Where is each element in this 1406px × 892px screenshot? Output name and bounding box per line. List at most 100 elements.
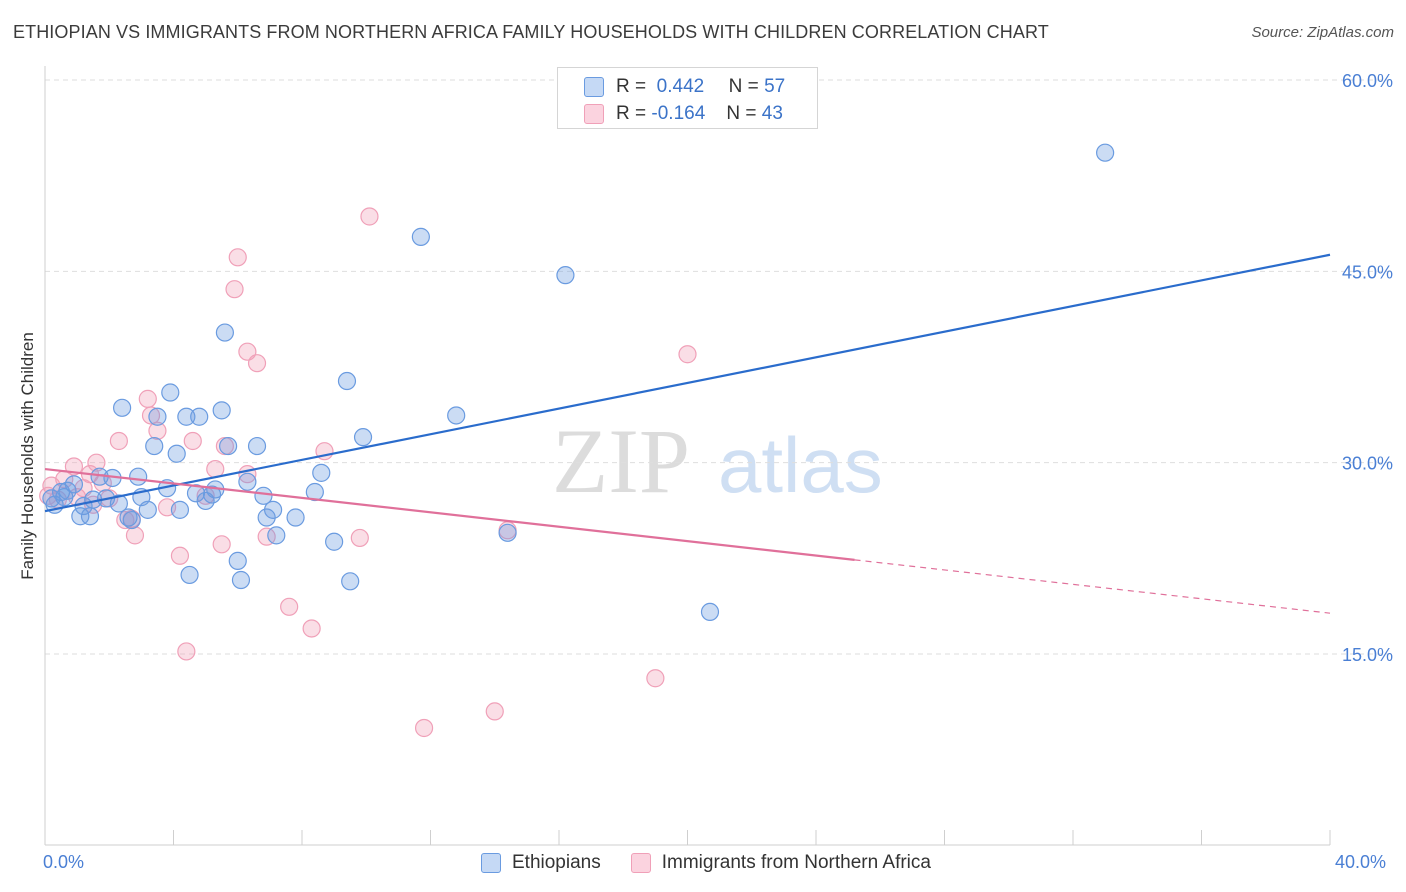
ethiopians-point xyxy=(167,444,186,463)
ethiopians-point xyxy=(112,398,132,417)
ethiopians-point xyxy=(190,407,209,426)
immigrants-point xyxy=(138,389,157,408)
axes xyxy=(44,66,1331,846)
ethiopians-point xyxy=(247,436,267,456)
legend-label-ethiopians: Ethiopians xyxy=(512,852,601,873)
y-tick-label: 15.0% xyxy=(1342,645,1393,665)
ethiopians-point xyxy=(231,570,251,590)
legend-swatch-blue xyxy=(584,77,604,97)
immigrants-point xyxy=(280,597,299,616)
stats-legend: R = 0.442 N = 57 R = -0.164 N = 43 xyxy=(557,67,818,129)
legend-label-immigrants: Immigrants from Northern Africa xyxy=(661,852,931,873)
ethiopians-point xyxy=(129,467,148,486)
ethiopians-point xyxy=(180,565,199,585)
legend-r-value: 0.442 xyxy=(656,76,705,97)
ethiopians-point xyxy=(119,508,138,527)
ethiopians-point xyxy=(122,510,141,530)
ethiopians-point xyxy=(215,323,234,342)
ethiopians-point xyxy=(312,463,331,482)
ethiopians-point xyxy=(80,507,100,526)
immigrants-point xyxy=(257,527,276,546)
y-tick-labels: 15.0% 30.0% 45.0% 60.0% xyxy=(1342,71,1393,665)
ethiopians-point xyxy=(325,532,344,551)
immigrants-point xyxy=(109,431,128,451)
ethiopians-point xyxy=(161,383,180,402)
ethiopians-point xyxy=(337,371,357,391)
y-tick-label: 60.0% xyxy=(1342,71,1393,91)
ethiopians-point xyxy=(1096,143,1115,162)
ethiopians-trend-line xyxy=(44,253,1331,513)
x-tick-label-max: 40.0% xyxy=(1335,852,1387,872)
immigrants-point xyxy=(87,453,106,472)
immigrants-point xyxy=(183,431,202,451)
immigrants-point xyxy=(170,546,190,565)
legend-swatch-immigrants xyxy=(630,853,651,873)
legend-n-label: N = xyxy=(728,76,759,97)
legend-r-label: R = xyxy=(616,76,647,97)
ethiopians-point xyxy=(177,407,196,426)
legend-n-value: 57 xyxy=(764,76,786,97)
ethiopians-point xyxy=(267,526,286,545)
immigrants-trend-line xyxy=(44,467,855,561)
immigrants-point xyxy=(646,669,665,688)
ethiopians-point xyxy=(71,507,90,526)
immigrants-point xyxy=(350,528,369,548)
ethiopians-point xyxy=(170,500,190,519)
legend-row-immigrants: R = -0.164 N = 43 xyxy=(584,102,783,126)
immigrants-point xyxy=(148,421,167,440)
immigrants-point xyxy=(212,535,231,554)
source-label: Source: ZipAtlas.com xyxy=(1251,24,1394,41)
legend-swatch-ethiopians xyxy=(481,853,501,873)
trend-lines xyxy=(44,253,1331,614)
immigrants-point xyxy=(302,619,321,638)
chart-title: ETHIOPIAN VS IMMIGRANTS FROM NORTHERN AF… xyxy=(13,22,1049,42)
gridlines xyxy=(45,79,1394,655)
immigrants-point xyxy=(360,207,379,226)
immigrants-point xyxy=(225,280,244,299)
ethiopians-point xyxy=(64,475,84,494)
ethiopians-point xyxy=(228,551,247,570)
legend-item-immigrants: Immigrants from Northern Africa xyxy=(630,852,931,874)
x-tick-label-min: 0.0% xyxy=(43,852,85,872)
ethiopians-point xyxy=(202,485,222,504)
ethiopians-point xyxy=(148,407,167,426)
ethiopians-point xyxy=(109,494,128,513)
series-ethiopians-points xyxy=(42,143,1115,622)
immigrants-point xyxy=(678,345,697,364)
ethiopians-point xyxy=(138,500,157,519)
ethiopians-point xyxy=(212,401,231,420)
immigrants-point xyxy=(485,702,504,721)
ethiopians-point xyxy=(219,436,238,456)
ethiopians-point xyxy=(145,436,164,456)
immigrants-trend-line-extension xyxy=(854,559,1331,614)
immigrants-point xyxy=(228,248,247,267)
watermark-atlas: atlas xyxy=(718,421,883,509)
immigrants-point xyxy=(116,510,135,530)
ethiopians-point xyxy=(186,484,206,503)
immigrants-point xyxy=(125,526,145,545)
legend-r-value: -0.164 xyxy=(651,103,706,124)
ethiopians-point xyxy=(353,428,373,447)
ethiopians-point xyxy=(263,500,283,519)
ethiopians-point xyxy=(286,508,305,527)
immigrants-point xyxy=(414,718,434,738)
immigrants-point xyxy=(177,642,196,661)
ethiopians-point xyxy=(305,482,324,502)
y-tick-label: 30.0% xyxy=(1342,454,1393,474)
series-legend: Ethiopians Immigrants from Northern Afri… xyxy=(481,852,961,874)
ethiopians-point xyxy=(498,523,517,542)
legend-r-label: R = xyxy=(616,103,647,124)
ethiopians-point xyxy=(341,572,360,591)
immigrants-point xyxy=(141,406,161,425)
legend-n-label: N = xyxy=(726,103,757,124)
watermark-zip: ZIP xyxy=(552,410,690,512)
immigrants-point xyxy=(247,354,267,373)
ethiopians-point xyxy=(411,227,430,246)
legend-swatch-pink xyxy=(584,104,604,124)
legend-row-ethiopians: R = 0.442 N = 57 xyxy=(584,75,785,99)
y-tick-label: 45.0% xyxy=(1342,262,1393,282)
legend-item-ethiopians: Ethiopians xyxy=(481,852,601,874)
ethiopians-point xyxy=(254,486,273,505)
legend-n-value: 43 xyxy=(761,103,783,124)
